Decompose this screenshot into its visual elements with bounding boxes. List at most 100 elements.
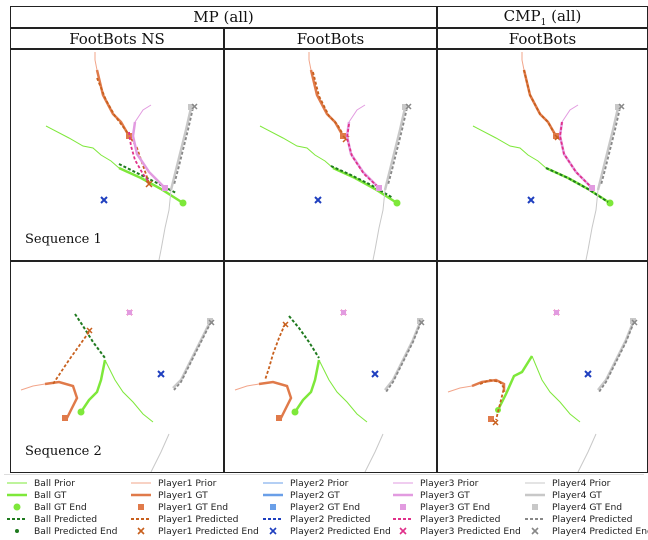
legend-item: Player3 GT — [392, 489, 470, 501]
legend-item: Player4 Predicted — [524, 513, 632, 525]
legend-swatch — [13, 503, 21, 511]
header-col2: FootBots — [224, 28, 437, 49]
legend-item: Player1 Predicted End — [130, 525, 259, 537]
legend-divider — [4, 474, 644, 475]
legend: Ball Prior Player1 Prior Player2 Prior Play… — [0, 474, 648, 540]
legend-item: Player3 Predicted End — [392, 525, 521, 537]
legend-label: Player3 GT End — [420, 501, 491, 513]
legend-label: Player2 GT End — [290, 501, 361, 513]
legend-label: Player4 Predicted — [552, 513, 633, 525]
legend-item: Player4 GT End — [524, 501, 622, 513]
plot-seq2-col2 — [234, 309, 425, 472]
header-mp: MP (all) — [10, 6, 437, 28]
panel-seq2-col3 — [437, 261, 648, 473]
legend-label: Player1 Prior — [158, 477, 217, 489]
legend-swatch — [7, 493, 27, 497]
legend-item: Player2 GT End — [262, 501, 360, 513]
legend-label: Player1 Predicted — [158, 513, 239, 525]
panel-seq2-col2 — [224, 261, 437, 473]
legend-swatch — [138, 504, 144, 510]
legend-label: Player4 GT End — [552, 501, 623, 513]
legend-swatch — [7, 482, 27, 484]
legend-label: Player3 Predicted — [420, 513, 501, 525]
legend-item: Player2 Predicted End — [262, 525, 391, 537]
plot-seq1-col1 — [45, 52, 198, 260]
legend-marker — [531, 527, 539, 535]
legend-swatch — [270, 504, 276, 510]
legend-swatch — [393, 518, 413, 520]
header-cmp: CMP1 (all) — [437, 6, 648, 28]
legend-marker — [400, 504, 406, 510]
legend-item: Player2 Predicted — [262, 513, 370, 525]
legend-label: Player1 GT — [158, 489, 208, 501]
panel-seq1-col3 — [437, 49, 648, 261]
legend-swatch — [263, 482, 283, 484]
legend-swatch — [131, 493, 151, 497]
legend-label: Ball Predicted End — [34, 525, 118, 537]
legend-marker — [532, 504, 538, 510]
sequence-label: Sequence 1 — [25, 232, 102, 247]
legend-item: Player1 GT — [130, 489, 208, 501]
sequence-label: Sequence 2 — [25, 444, 102, 459]
legend-swatch — [15, 529, 19, 533]
legend-marker — [270, 504, 276, 510]
legend-label: Player4 Predicted End — [552, 525, 648, 537]
legend-swatch — [400, 504, 406, 510]
legend-marker — [399, 527, 407, 535]
legend-item: Ball Predicted End — [6, 525, 117, 537]
legend-swatch — [531, 527, 539, 535]
header-col1-label: FootBots NS — [69, 29, 165, 48]
legend-marker — [138, 504, 144, 510]
legend-item: Player1 Prior — [130, 477, 216, 489]
plot-seq1-col2 — [259, 52, 412, 260]
header-col2-label: FootBots — [296, 29, 365, 48]
panel-seq2-col1: Sequence 2 — [10, 261, 224, 473]
header-col3: FootBots — [437, 28, 648, 49]
legend-swatch — [131, 482, 151, 484]
header-mp-label: MP (all) — [193, 8, 254, 26]
legend-item: Ball GT End — [6, 501, 87, 513]
legend-marker — [13, 503, 21, 511]
legend-swatch — [269, 527, 277, 535]
legend-item: Player3 Predicted — [392, 513, 500, 525]
legend-swatch — [525, 493, 545, 497]
legend-label: Player2 Predicted End — [290, 525, 391, 537]
legend-swatch — [525, 518, 545, 520]
legend-item: Player2 Prior — [262, 477, 348, 489]
plot-seq1-col3 — [472, 52, 625, 260]
legend-label: Ball GT End — [34, 501, 87, 513]
legend-marker — [269, 527, 277, 535]
header-cmp-label: CMP1 (all) — [503, 6, 582, 28]
legend-swatch — [393, 482, 413, 484]
header-col1: FootBots NS — [10, 28, 224, 49]
legend-swatch — [131, 518, 151, 520]
legend-label: Player3 Predicted End — [420, 525, 521, 537]
legend-item: Player2 GT — [262, 489, 340, 501]
legend-marker — [15, 529, 19, 533]
legend-label: Player2 Predicted — [290, 513, 371, 525]
legend-swatch — [7, 518, 27, 520]
legend-marker — [137, 527, 145, 535]
legend-swatch — [399, 527, 407, 535]
legend-swatch — [263, 493, 283, 497]
legend-label: Player3 GT — [420, 489, 470, 501]
legend-label: Player2 GT — [290, 489, 340, 501]
legend-item: Player3 Prior — [392, 477, 478, 489]
legend-label: Player4 GT — [552, 489, 602, 501]
legend-item: Ball GT — [6, 489, 66, 501]
legend-item: Player3 GT End — [392, 501, 490, 513]
legend-item: Ball Predicted — [6, 513, 97, 525]
plot-seq2-col3 — [447, 309, 638, 472]
panel-seq1-col2 — [224, 49, 437, 261]
legend-label: Player2 Prior — [290, 477, 349, 489]
legend-item: Player4 GT — [524, 489, 602, 501]
legend-swatch — [263, 518, 283, 520]
legend-label: Ball Prior — [34, 477, 76, 489]
legend-swatch — [532, 504, 538, 510]
legend-swatch — [393, 493, 413, 497]
legend-swatch — [137, 527, 145, 535]
legend-label: Ball GT — [34, 489, 67, 501]
legend-item: Player4 Prior — [524, 477, 610, 489]
legend-label: Player3 Prior — [420, 477, 479, 489]
legend-swatch — [525, 482, 545, 484]
